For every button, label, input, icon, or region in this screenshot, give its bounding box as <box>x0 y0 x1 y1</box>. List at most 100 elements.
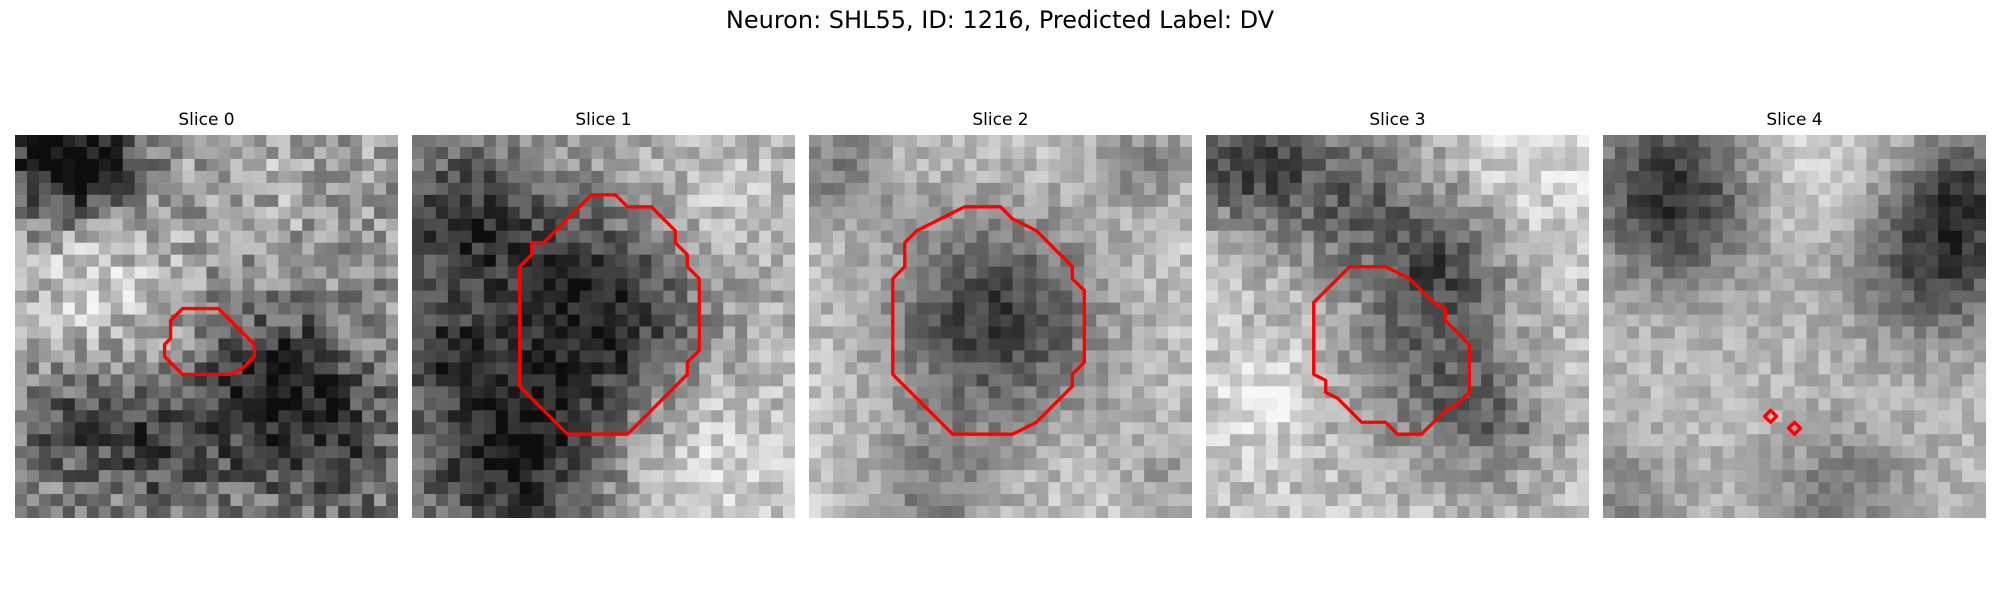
pixel <box>1638 135 1652 148</box>
pixel <box>242 278 255 292</box>
pixel <box>1060 446 1073 459</box>
pixel <box>1108 158 1121 172</box>
pixel <box>579 470 593 483</box>
pixel <box>964 362 978 375</box>
pixel <box>1024 194 1037 208</box>
pixel <box>1746 434 1760 447</box>
pixel <box>783 206 795 220</box>
pixel <box>1206 422 1219 435</box>
pixel <box>916 326 930 339</box>
pixel <box>591 458 604 471</box>
pixel <box>579 266 593 280</box>
pixel <box>1529 422 1542 435</box>
pixel <box>170 386 184 399</box>
pixel <box>832 194 846 208</box>
pixel <box>302 434 315 447</box>
pixel <box>1241 278 1255 292</box>
pixel <box>916 182 930 196</box>
pixel <box>771 494 784 507</box>
pixel <box>952 314 966 327</box>
pixel <box>1361 338 1375 351</box>
pixel <box>543 290 557 304</box>
pixel <box>507 506 521 518</box>
pixel <box>1577 506 1589 518</box>
pixel <box>1505 470 1518 483</box>
pixel <box>350 458 363 471</box>
pixel <box>1782 266 1795 280</box>
pixel <box>627 146 640 160</box>
pixel <box>747 446 760 459</box>
pixel <box>771 170 784 184</box>
pixel <box>459 326 473 339</box>
pixel <box>158 194 172 208</box>
pixel <box>844 422 858 435</box>
pixel <box>916 350 930 363</box>
pixel <box>1361 278 1375 292</box>
pixel <box>314 206 327 220</box>
pixel <box>1349 338 1363 351</box>
pixel <box>1565 350 1578 363</box>
pixel <box>15 206 28 220</box>
pixel <box>1397 206 1410 220</box>
pixel <box>1746 338 1760 351</box>
pixel <box>483 422 497 435</box>
pixel <box>940 374 954 387</box>
pixel <box>952 290 966 304</box>
pixel <box>1156 374 1169 387</box>
pixel <box>1000 254 1013 268</box>
pixel <box>1349 158 1363 172</box>
pixel <box>675 135 688 148</box>
pixel <box>928 338 942 351</box>
pixel <box>98 242 112 256</box>
pixel <box>651 434 664 447</box>
pixel <box>1854 218 1867 232</box>
pixel <box>1818 350 1831 363</box>
pixel <box>1036 170 1049 184</box>
pixel <box>1301 350 1315 363</box>
pixel <box>1168 434 1181 447</box>
pixel <box>1806 446 1819 459</box>
pixel <box>1385 290 1398 304</box>
pixel <box>74 266 88 280</box>
pixel <box>519 230 533 244</box>
pixel <box>988 266 1001 280</box>
pixel <box>15 170 28 184</box>
pixel <box>1565 302 1578 316</box>
pixel <box>892 482 906 495</box>
pixel <box>1361 398 1375 411</box>
pixel <box>1144 470 1157 483</box>
pixel <box>567 146 581 160</box>
pixel <box>1529 326 1542 339</box>
pixel <box>1577 230 1589 244</box>
pixel <box>1481 386 1494 399</box>
pixel <box>1734 230 1748 244</box>
pixel <box>170 278 184 292</box>
pixel <box>759 506 772 518</box>
pixel <box>1722 206 1736 220</box>
pixel <box>1241 230 1255 244</box>
pixel <box>1481 290 1494 304</box>
pixel <box>1830 446 1843 459</box>
pixel <box>447 182 461 196</box>
pixel <box>1241 290 1255 304</box>
pixel <box>302 470 315 483</box>
pixel <box>1397 362 1410 375</box>
pixel <box>1206 386 1219 399</box>
pixel <box>615 362 628 375</box>
pixel <box>1758 386 1772 399</box>
pixel <box>1289 338 1303 351</box>
pixel <box>1493 242 1506 256</box>
pixel <box>880 434 894 447</box>
pixel <box>964 206 978 220</box>
pixel <box>38 302 52 316</box>
pixel <box>723 302 736 316</box>
pixel <box>1265 182 1279 196</box>
pixel <box>1710 386 1724 399</box>
pixel <box>158 158 172 172</box>
pixel <box>675 386 688 399</box>
pixel <box>1361 182 1375 196</box>
pixel <box>1000 218 1013 232</box>
pixel <box>603 458 616 471</box>
pixel <box>386 386 398 399</box>
pixel <box>1674 146 1688 160</box>
